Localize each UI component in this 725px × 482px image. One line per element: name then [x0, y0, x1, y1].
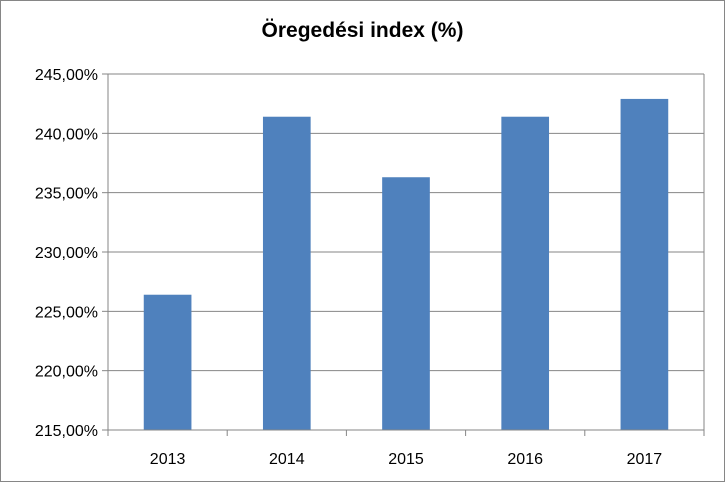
bar-2017	[620, 98, 669, 431]
x-tick-label: 2013	[150, 451, 186, 468]
chart-title: Öregedési index (%)	[261, 19, 464, 42]
y-tick-label: 225,00%	[35, 304, 98, 321]
y-tick-label: 215,00%	[35, 423, 98, 440]
y-tick-label: 240,00%	[35, 126, 98, 143]
y-tick-label: 230,00%	[35, 245, 98, 262]
y-tick-label: 235,00%	[35, 186, 98, 203]
bar-2015	[382, 177, 430, 430]
bar-2014	[262, 116, 311, 430]
y-tick-label: 220,00%	[35, 364, 98, 381]
y-tick-label: 245,00%	[35, 67, 98, 84]
x-tick-label: 2015	[388, 451, 424, 468]
bar-2013	[143, 294, 192, 430]
x-tick-label: 2016	[507, 451, 543, 468]
x-tick-label: 2014	[269, 451, 305, 468]
x-tick-label: 2017	[627, 451, 663, 468]
bar-2016	[501, 116, 550, 430]
